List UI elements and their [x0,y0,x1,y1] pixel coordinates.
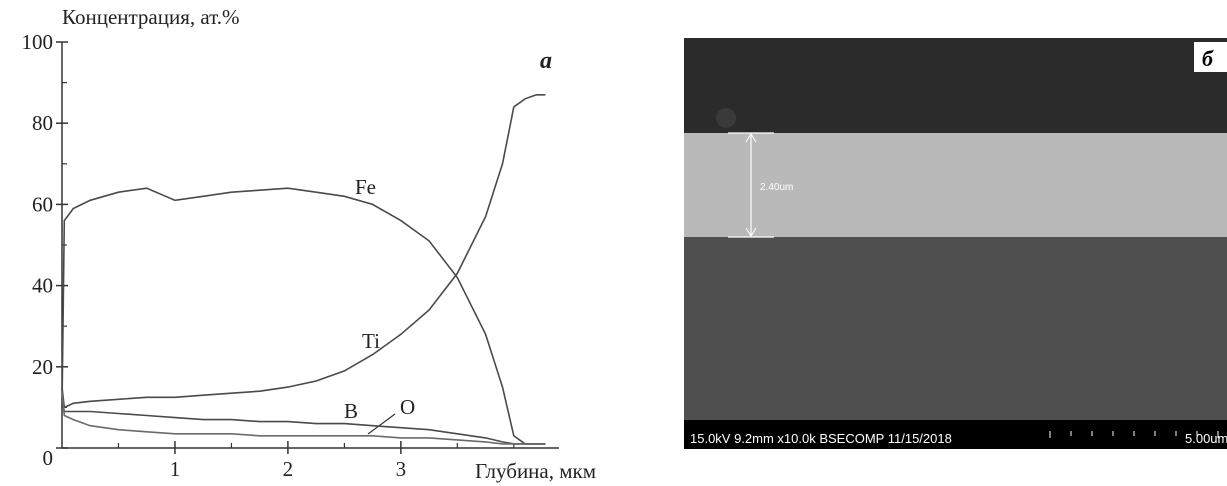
series-label: Ti [362,329,380,353]
series-line [61,399,546,445]
series-label: B [344,399,358,423]
panel-label: б [1202,46,1214,71]
x-axis-label: Глубина, мкм [475,459,596,483]
info-bar [684,420,1227,449]
y-tick-label: 60 [32,192,53,216]
y-tick-label: 0 [43,446,54,470]
particle [716,108,736,128]
y-axis-label: Концентрация, ат.% [62,5,240,29]
series-line [61,94,546,409]
panel-label: а [540,48,552,74]
y-tick-label: 20 [32,355,53,379]
series-line [61,391,546,445]
substrate-bottom [684,237,1227,420]
series-label: O [400,395,415,419]
sem-image: 2.40um 15.0kV 9.2mm x10.0k BSECOMP 11/15… [684,38,1227,449]
measurement: 2.40um [760,182,793,193]
measure-arrows [745,133,757,237]
y-tick-label: 100 [22,30,54,54]
scale-bar-label: 5.00um [1185,431,1227,446]
info-text: 15.0kV 9.2mm x10.0k BSECOMP 11/15/2018 [690,431,952,446]
coating-layer [684,133,1227,237]
series-line [61,187,546,445]
leader-line [367,413,396,435]
y-tick-label: 80 [32,111,53,135]
x-tick-label: 1 [170,457,181,481]
x-tick-label: 3 [396,457,407,481]
series-label: Fe [355,175,376,199]
chart: Концентрация, ат.% Глубина, мкм а 0 20 40 6… [22,5,597,483]
scale-bar [1049,431,1219,438]
panel-label-box [1194,42,1227,72]
substrate-top [684,38,1227,133]
x-tick-label: 2 [283,457,294,481]
y-tick-label: 40 [32,274,53,298]
